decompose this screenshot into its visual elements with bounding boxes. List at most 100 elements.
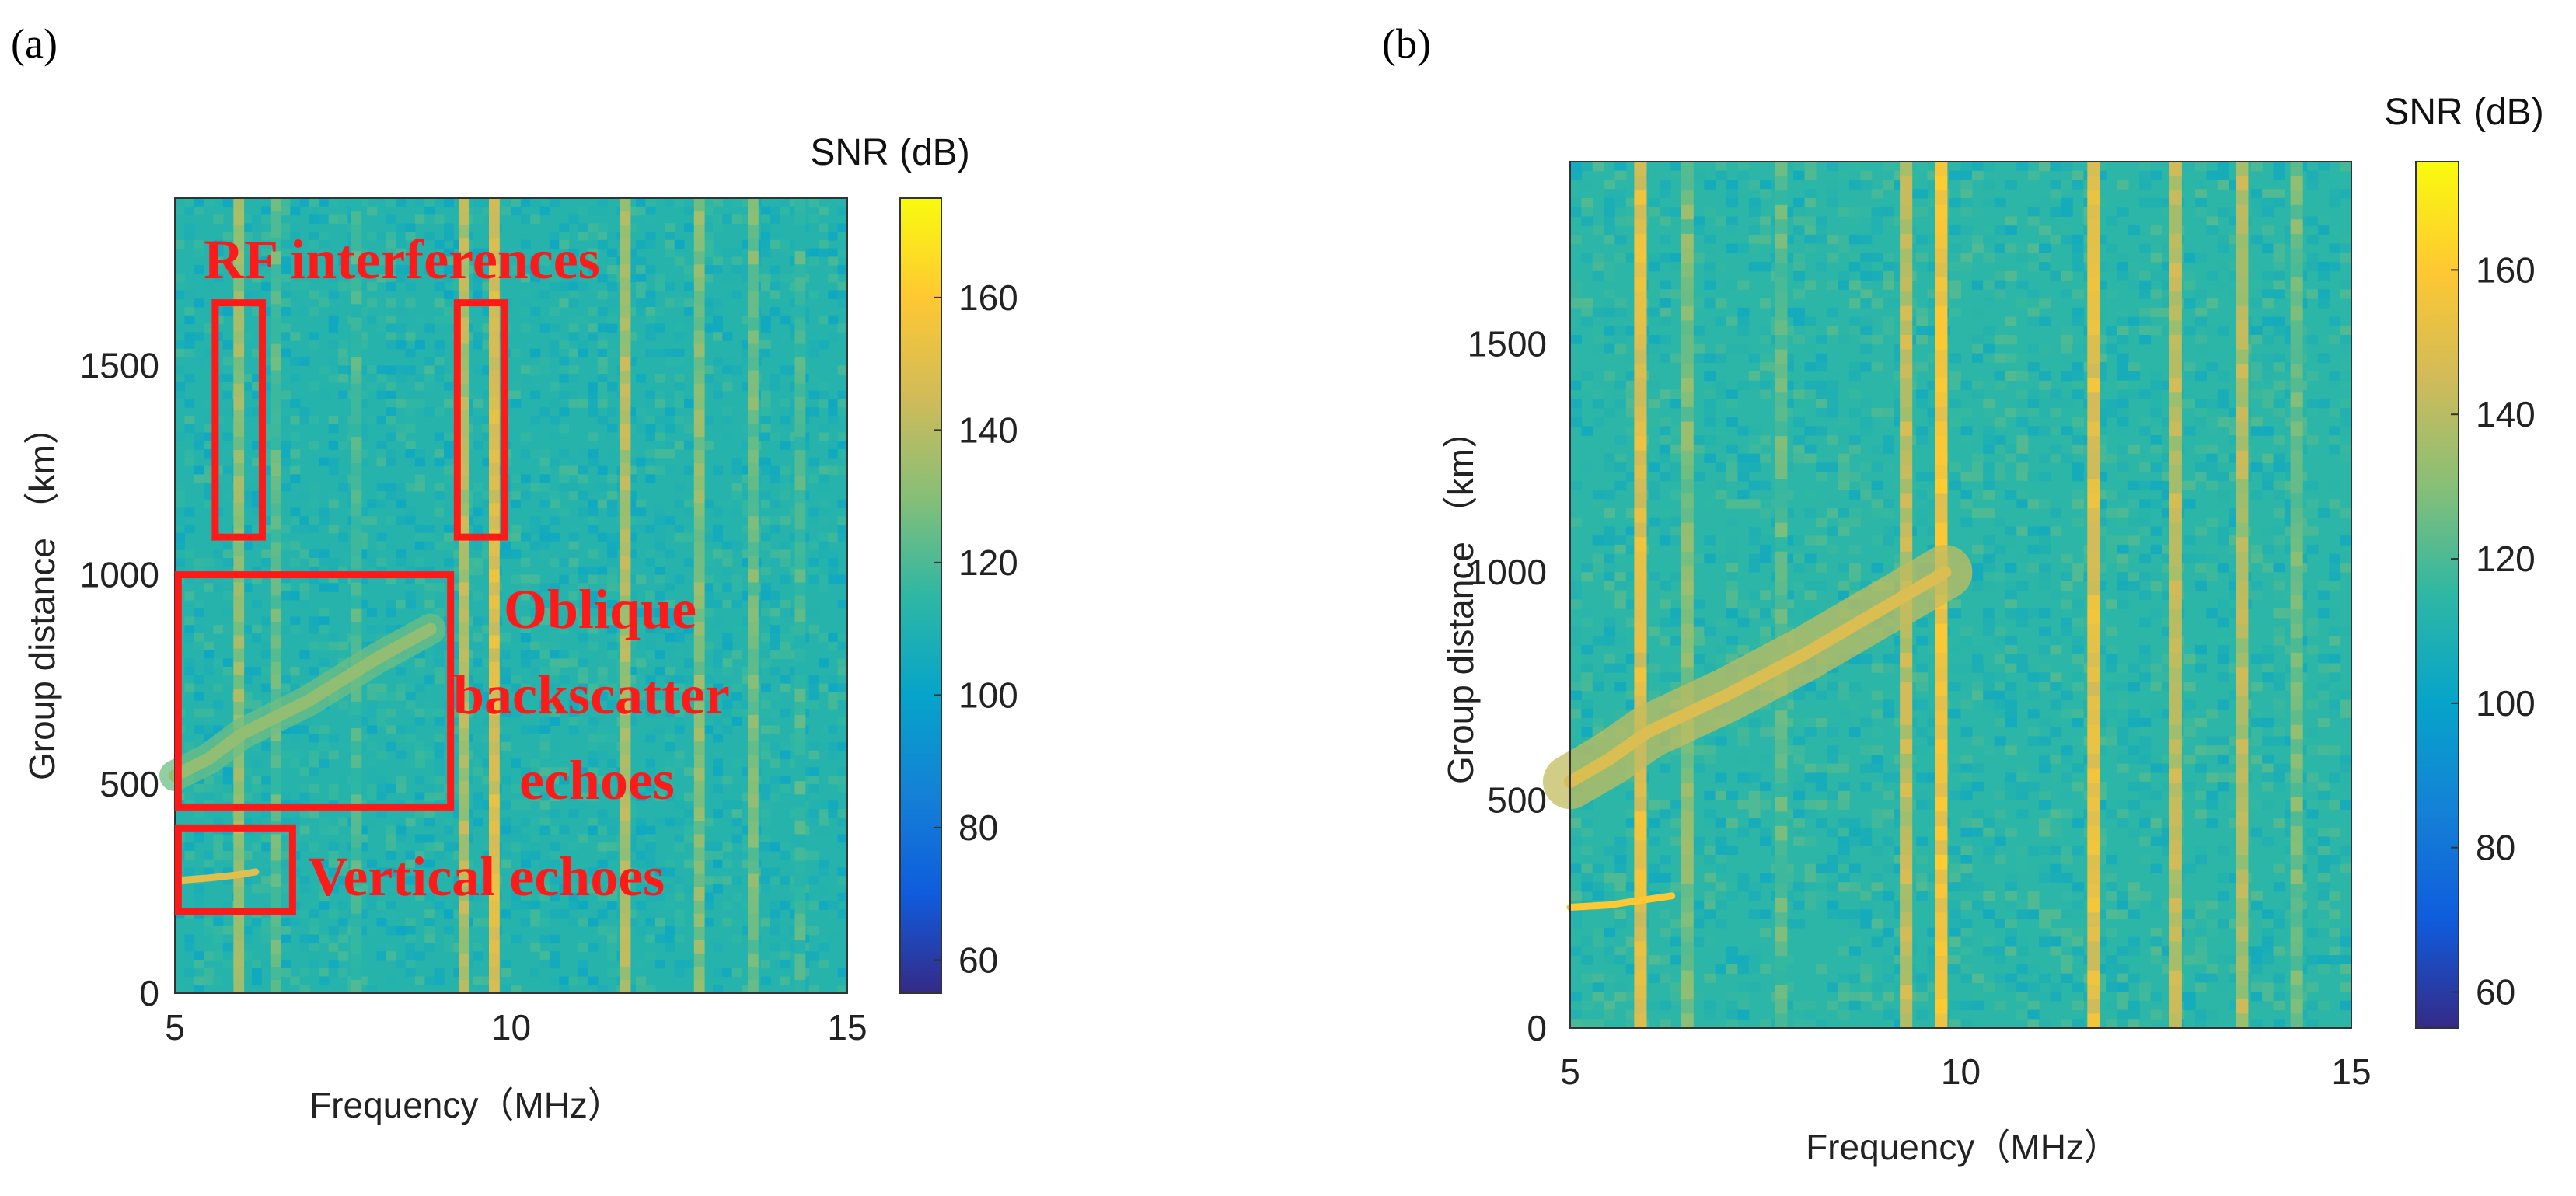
heatmap-cell [1860, 180, 1873, 190]
heatmap-cell [482, 432, 493, 441]
interference-band [233, 940, 245, 954]
heatmap-cell [309, 273, 319, 283]
heatmap-cell [1581, 682, 1593, 692]
heatmap-cell [1838, 207, 1850, 217]
heatmap-cell [367, 516, 378, 525]
interference-band [351, 847, 362, 862]
heatmap-cell [414, 340, 425, 350]
heatmap-cell [520, 273, 531, 283]
heatmap-cell [1827, 380, 1839, 390]
heatmap-cell [731, 599, 742, 609]
heatmap-cell [204, 441, 215, 450]
heatmap-cell [559, 625, 570, 634]
heatmap-cell [1760, 626, 1772, 636]
heatmap-cell [434, 968, 445, 978]
heatmap-cell [1804, 590, 1817, 600]
heatmap-cell [1614, 1009, 1627, 1020]
heatmap-cell [213, 943, 224, 952]
heatmap-cell [665, 248, 675, 257]
heatmap-cell [645, 625, 656, 634]
heatmap-cell [818, 574, 829, 584]
heatmap-cell [818, 825, 829, 835]
interference-band [748, 304, 759, 319]
heatmap-cell [213, 976, 224, 985]
heatmap-cell [665, 767, 675, 776]
heatmap-cell [1614, 535, 1627, 546]
heatmap-cell [1715, 790, 1727, 801]
interference-band [489, 675, 500, 689]
heatmap-cell [1848, 207, 1861, 217]
heatmap-cell [299, 985, 310, 994]
heatmap-cell [396, 424, 407, 434]
interference-band [620, 383, 631, 398]
heatmap-cell [261, 516, 272, 525]
heatmap-cell [482, 850, 493, 860]
heatmap-cell [665, 298, 675, 308]
heatmap-cell [376, 457, 387, 467]
heatmap-cell [414, 483, 425, 492]
heatmap-cell [1604, 1009, 1616, 1020]
heatmap-cell [1848, 262, 1861, 272]
heatmap-cell [559, 232, 570, 241]
heatmap-cell [1916, 253, 1929, 263]
heatmap-cell [770, 725, 781, 734]
heatmap-cell [568, 809, 579, 818]
heatmap-cell [280, 416, 291, 425]
interference-band [794, 701, 806, 716]
heatmap-cell [309, 340, 319, 350]
heatmap-cell [1670, 462, 1683, 472]
heatmap-cell [818, 340, 829, 350]
heatmap-cell [636, 608, 647, 618]
heatmap-cell [222, 474, 233, 483]
heatmap-cell [1827, 745, 1839, 755]
heatmap-cell [376, 708, 387, 718]
heatmap-cell [530, 608, 541, 618]
heatmap-cell [1726, 1009, 1738, 1020]
heatmap-cell [424, 591, 435, 601]
heatmap-cell [242, 817, 253, 827]
heatmap-cell [1760, 553, 1772, 563]
heatmap-cell [789, 625, 800, 634]
heatmap-cell [328, 198, 339, 207]
heatmap-cell [1838, 754, 1850, 765]
heatmap-cell [319, 625, 330, 634]
interference-band [794, 781, 806, 795]
heatmap-cell [376, 490, 387, 500]
heatmap-cell [1883, 891, 1894, 901]
heatmap-cell [568, 532, 579, 542]
heatmap-cell [530, 265, 541, 274]
heatmap-cell [1581, 846, 1593, 856]
heatmap-cell [539, 667, 550, 676]
heatmap-cell [280, 298, 291, 308]
heatmap-cell [1704, 262, 1716, 272]
heatmap-cell [828, 641, 839, 651]
heatmap-cell [424, 290, 435, 299]
heatmap-cell [1704, 453, 1716, 463]
heatmap-cell [511, 232, 522, 241]
heatmap-cell [683, 959, 694, 969]
heatmap-cell [319, 658, 330, 668]
heatmap-cell [204, 323, 215, 333]
heatmap-cell [1614, 170, 1627, 180]
heatmap-cell [1659, 216, 1671, 226]
heatmap-cell [549, 532, 560, 542]
heatmap-cell [367, 859, 378, 869]
heatmap-cell [1726, 280, 1738, 290]
heatmap-cell [760, 566, 771, 576]
heatmap-cell [808, 256, 819, 266]
heatmap-cell [742, 901, 752, 910]
heatmap-cell [511, 825, 522, 835]
heatmap-cell [299, 809, 310, 818]
heatmap-cell [654, 758, 665, 768]
interference-band [794, 463, 806, 477]
heatmap-cell [837, 365, 848, 375]
heatmap-cell [424, 382, 435, 392]
interference-band [351, 450, 362, 464]
heatmap-cell [588, 976, 599, 985]
heatmap-cell [1670, 946, 1683, 956]
heatmap-cell [578, 591, 588, 601]
interference-band [351, 715, 362, 729]
heatmap-cell [568, 591, 579, 601]
heatmap-cell [760, 424, 771, 434]
interference-band [620, 768, 631, 782]
